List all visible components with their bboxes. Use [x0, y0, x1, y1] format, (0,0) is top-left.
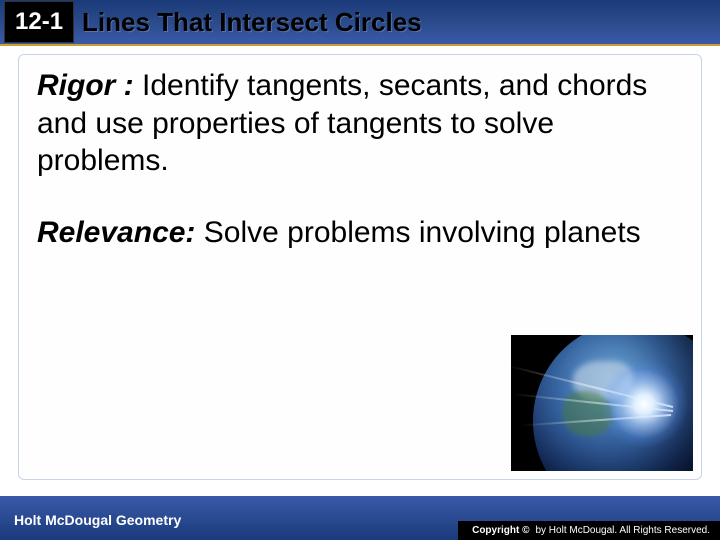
copyright-label: Copyright ©: [472, 525, 529, 536]
relevance-label: Relevance:: [37, 216, 195, 249]
rigor-paragraph: Rigor : Identify tangents, secants, and …: [37, 67, 683, 180]
footer-book-title: Holt McDougal Geometry: [14, 512, 181, 528]
header-accent-line: [0, 44, 720, 46]
slide-footer: Holt McDougal Geometry Copyright © by Ho…: [0, 496, 720, 540]
copyright-text: by Holt McDougal. All Rights Reserved.: [535, 525, 710, 536]
rigor-label: Rigor :: [37, 69, 134, 102]
sun-flare-icon: [599, 359, 689, 449]
planet-image: [511, 335, 693, 471]
chapter-number: 12-1: [4, 1, 74, 43]
relevance-text: Solve problems involving planets: [195, 216, 640, 249]
slide-header: 12-1 Lines That Intersect Circles: [0, 0, 720, 44]
slide-title: Lines That Intersect Circles: [82, 7, 422, 38]
footer-copyright: Copyright © by Holt McDougal. All Rights…: [458, 521, 720, 540]
content-box: Rigor : Identify tangents, secants, and …: [18, 54, 702, 480]
slide: 12-1 Lines That Intersect Circles Rigor …: [0, 0, 720, 540]
relevance-paragraph: Relevance: Solve problems involving plan…: [37, 214, 683, 252]
